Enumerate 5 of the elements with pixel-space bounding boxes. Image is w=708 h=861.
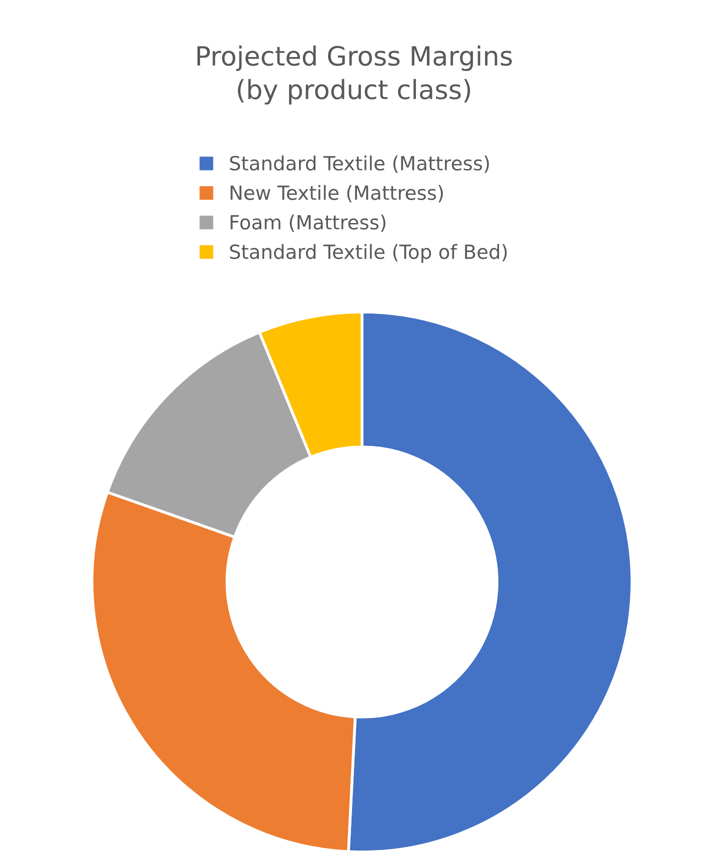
legend-label: Foam (Mattress) xyxy=(230,214,386,232)
legend-label: New Textile (Mattress) xyxy=(230,185,443,202)
legend-label: Standard Textile (Mattress) xyxy=(230,156,489,173)
legend-label: Standard Textile (Top of Bed) xyxy=(230,244,507,263)
chart-title: Projected Gross Margins (by product class) xyxy=(197,45,512,105)
